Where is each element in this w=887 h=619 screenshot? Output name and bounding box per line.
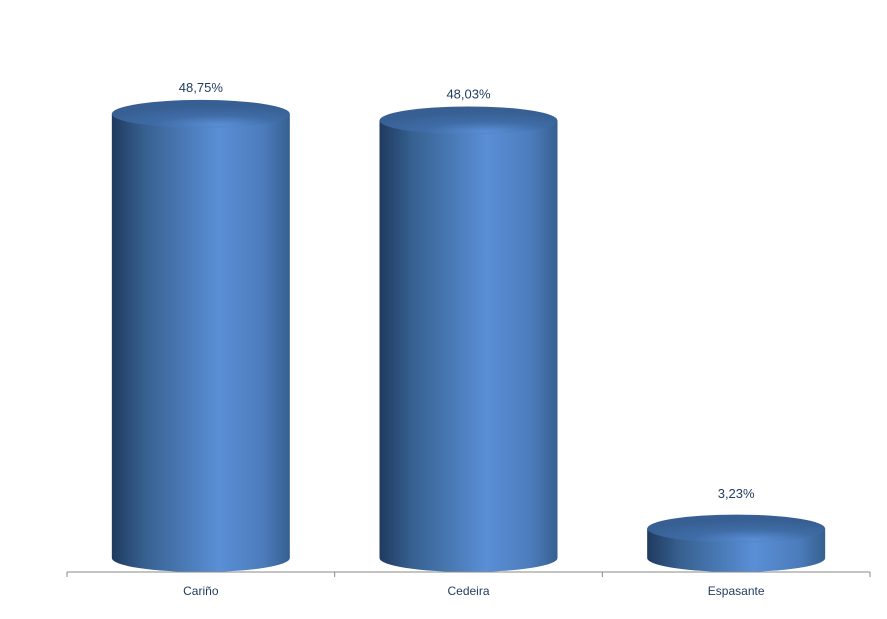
- data-label: 48,03%: [446, 86, 491, 101]
- bar-cariño: [111, 99, 290, 572]
- data-label: 48,75%: [179, 80, 224, 95]
- x-tick-label: Cariño: [183, 584, 219, 598]
- bar-body: [111, 113, 290, 572]
- bar-body: [379, 120, 558, 572]
- x-tick-label: Espasante: [708, 584, 765, 598]
- bar-espasante: [647, 514, 826, 572]
- bar-cedeira: [379, 106, 558, 572]
- x-tick-label: Cedeira: [447, 584, 489, 598]
- bar-top: [379, 106, 558, 135]
- bar-top: [111, 99, 290, 128]
- bar-top: [647, 514, 826, 543]
- data-label: 3,23%: [718, 486, 755, 501]
